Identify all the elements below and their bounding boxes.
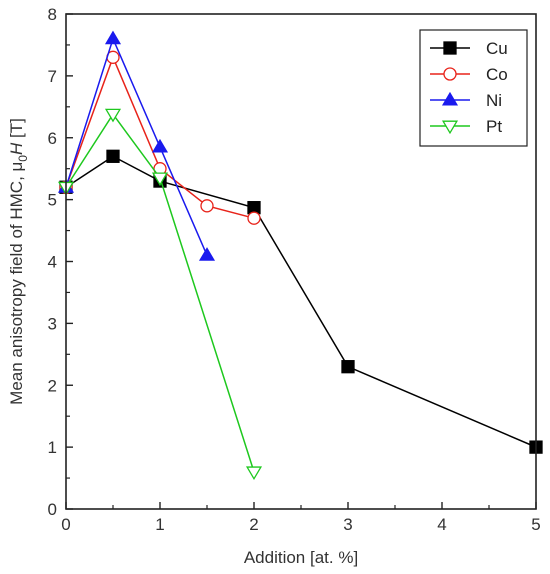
legend-label: Cu [486,39,508,58]
legend-marker [441,120,459,135]
data-point-co [200,199,214,213]
series-cu [59,149,543,454]
data-point-ni [104,30,122,45]
data-point-ni [198,247,216,261]
y-title-text: Mean anisotropy field of HMC, μ [7,162,26,405]
y-tick-label: 0 [48,500,57,519]
y-tick-label: 7 [48,67,57,86]
legend: Cu Co Ni Pt [419,29,528,147]
legend-marker [443,41,457,55]
x-tick-label: 1 [155,515,164,534]
y-tick-label: 1 [48,438,57,457]
legend-item-co: Co [430,65,508,84]
y-title-unit: [T] [7,118,26,143]
x-tick-label: 5 [531,515,540,534]
y-tick-label: 5 [48,191,57,210]
legend-marker [441,91,459,106]
series-line-ni [65,36,208,256]
data-point-pt [151,172,169,187]
series-line-cu [65,155,537,448]
y-axis-title: Mean anisotropy field of HMC, μ0H [T] [7,118,30,405]
axis-ticks: 0 1 2 3 4 5 0 1 2 3 4 5 6 7 8 [48,5,541,534]
y-tick-label: 4 [48,253,57,272]
data-point-pt [245,466,263,481]
y-tick-label: 6 [48,129,57,148]
x-tick-label: 2 [249,515,258,534]
series-co [59,50,261,225]
legend-item-ni: Ni [430,91,502,110]
legend-item-pt: Pt [430,117,502,136]
x-tick-label: 0 [61,515,70,534]
data-point-co [247,211,261,225]
legend-label: Pt [486,117,502,136]
legend-label: Co [486,65,508,84]
y-title-subscript: 0 [16,155,30,162]
legend-label: Ni [486,91,502,110]
x-axis-title: Addition [at. %] [244,548,358,567]
x-tick-label: 4 [437,515,446,534]
data-point-pt [104,108,122,123]
y-title-variable: H [7,142,26,155]
series-line-pt [65,112,255,473]
legend-item-cu: Cu [430,39,508,58]
data-point-cu [106,149,120,163]
y-tick-label: 8 [48,5,57,24]
legend-marker [443,67,457,81]
y-tick-label: 2 [48,376,57,395]
series-line-co [65,55,255,219]
y-tick-label: 3 [48,314,57,333]
data-point-cu [341,360,355,374]
x-tick-label: 3 [343,515,352,534]
data-point-ni [151,138,169,153]
